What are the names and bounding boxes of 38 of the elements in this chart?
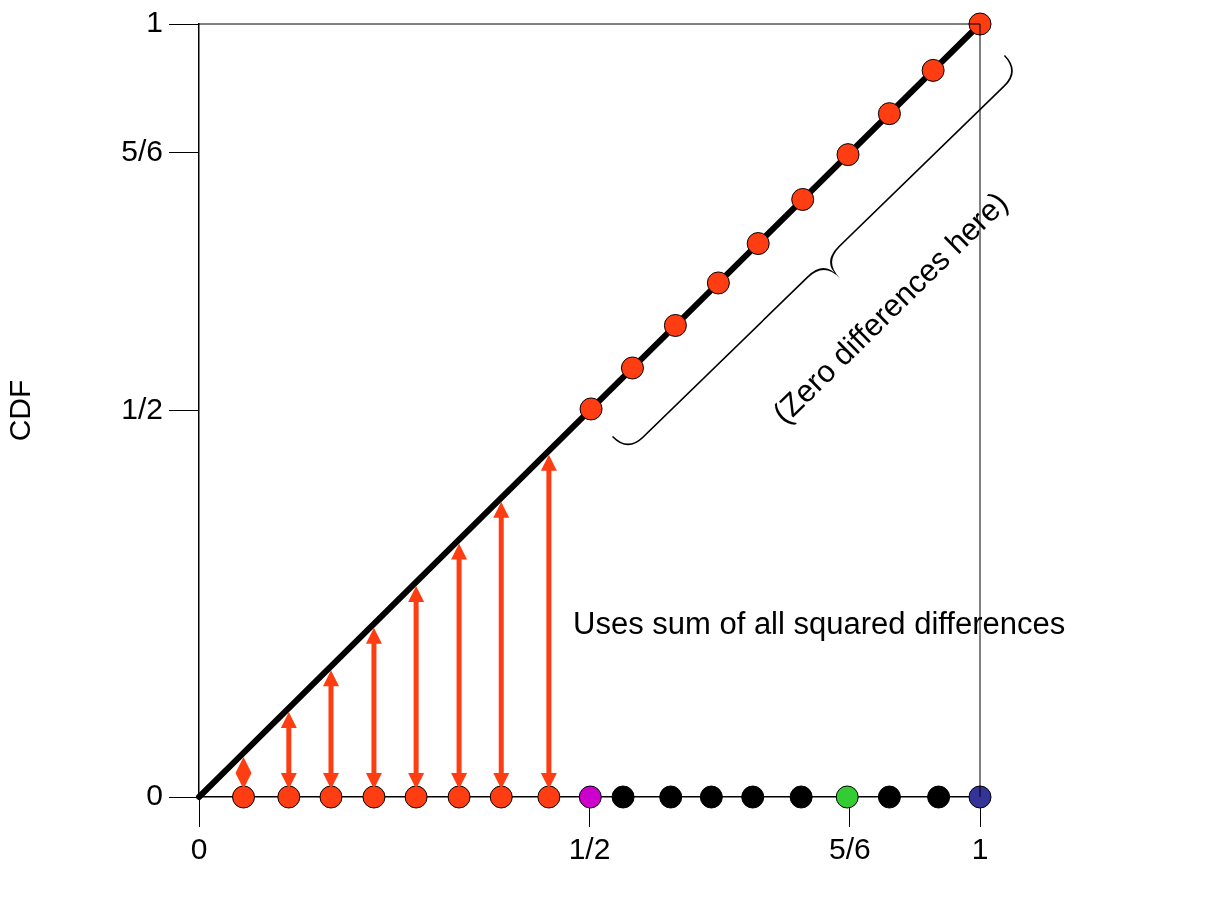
point (927, 785, 951, 809)
y-axis-title: CDF (3, 379, 37, 442)
point (877, 102, 901, 126)
point (789, 785, 813, 809)
point (791, 187, 815, 211)
x-tick-label: 5/6 (828, 832, 871, 866)
point (968, 12, 992, 36)
point (232, 785, 256, 809)
x-tick-label: 1/2 (568, 832, 611, 866)
point (611, 785, 635, 809)
x-tick-label: 1 (971, 832, 989, 866)
point (741, 785, 765, 809)
y-tick-label: 1 (146, 5, 163, 39)
point (277, 785, 301, 809)
point (578, 785, 602, 809)
point (835, 785, 859, 809)
point (404, 785, 428, 809)
point (968, 785, 992, 809)
point (620, 356, 644, 380)
point (447, 785, 471, 809)
point (836, 143, 860, 167)
point (921, 58, 945, 82)
point (663, 313, 687, 337)
y-tick-label: 1/2 (121, 391, 163, 425)
point (319, 785, 343, 809)
point (699, 785, 723, 809)
y-tick-label: 0 (146, 778, 163, 812)
annotation: Uses sum of all squared differences (573, 606, 1066, 642)
point (706, 271, 730, 295)
point (877, 785, 901, 809)
point (579, 397, 603, 421)
y-tick-label: 5/6 (121, 134, 163, 168)
point (489, 785, 513, 809)
point (746, 232, 770, 256)
point (537, 785, 561, 809)
point (659, 785, 683, 809)
x-tick-label: 0 (190, 832, 208, 866)
point (362, 785, 386, 809)
